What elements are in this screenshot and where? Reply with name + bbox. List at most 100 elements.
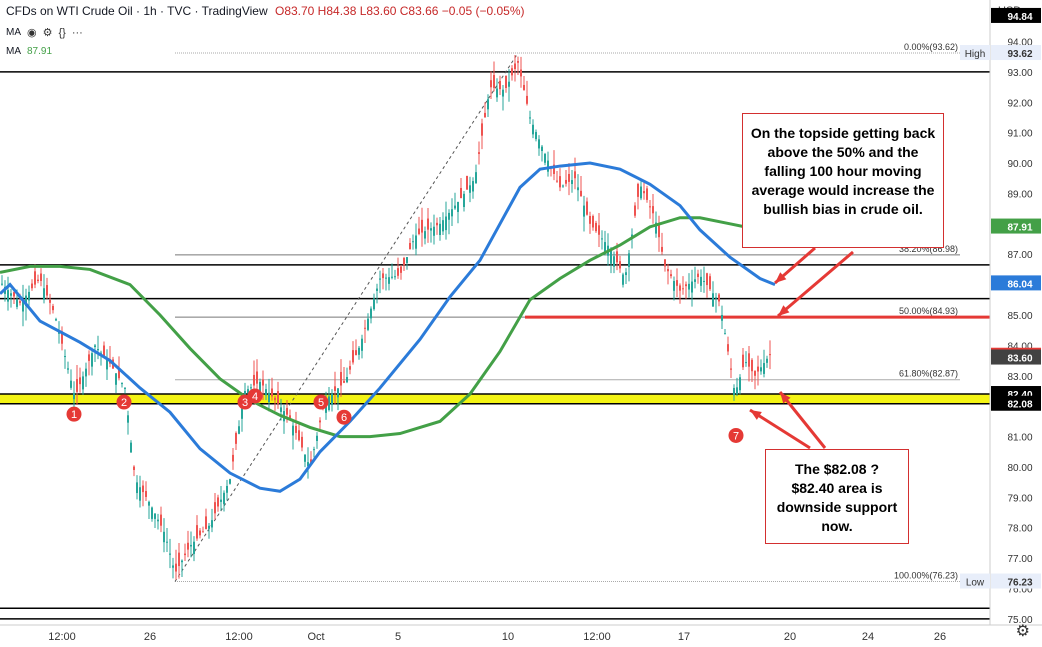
candle-body: [679, 285, 681, 291]
candle-body: [238, 426, 240, 434]
candle-body: [103, 345, 105, 357]
y-tick-label: 78.00: [1007, 524, 1032, 535]
candle-body: [82, 376, 84, 390]
candle-body: [10, 293, 12, 296]
symbol-title[interactable]: CFDs on WTI Crude Oil · 1h · TVC · Tradi…: [6, 4, 268, 18]
ma-indicator-2[interactable]: MA 87.91: [6, 46, 52, 57]
candle-body: [286, 408, 288, 415]
code-icon[interactable]: {}: [58, 26, 66, 39]
y-tick-label: 75.00: [1007, 615, 1032, 626]
candle-body: [193, 541, 195, 554]
candle-body: [376, 288, 378, 291]
candle-body: [523, 84, 525, 91]
candle-body: [673, 280, 675, 291]
ma-green-line: [0, 216, 746, 439]
candle-body: [460, 188, 462, 199]
fib-label: 38.20%(86.98): [899, 244, 958, 254]
price-label: 76.23: [1007, 578, 1032, 589]
price-label-box: [991, 275, 1041, 291]
candle-body: [748, 353, 750, 367]
candle-body: [226, 485, 228, 493]
candle-body: [697, 273, 699, 278]
ma-indicator-1[interactable]: MA ◉ ⚙ {} ···: [6, 26, 83, 40]
price-label-box: [991, 218, 1041, 234]
price-label-box: [991, 7, 1041, 23]
arrow-to-band: [778, 391, 827, 449]
ma-blue-line: [0, 161, 776, 493]
candle-body: [436, 222, 438, 226]
candle-body: [514, 63, 516, 70]
candle-body: [316, 435, 318, 441]
ma2-label: MA: [6, 46, 21, 57]
x-tick-label: 24: [862, 631, 874, 643]
more-icon[interactable]: ···: [71, 26, 83, 39]
low-marker-6: [336, 409, 352, 425]
candle-body: [25, 295, 27, 306]
candle-body: [388, 277, 390, 284]
candle-body: [625, 272, 627, 276]
candle-body: [754, 371, 756, 376]
candle-body: [220, 499, 222, 502]
candle-body: [187, 542, 189, 550]
candle-body: [577, 187, 579, 191]
candle-body: [610, 250, 612, 264]
candle-body: [757, 366, 759, 372]
candle-body: [211, 520, 213, 528]
arrow-to-50pct: [777, 250, 854, 318]
candle-body: [355, 350, 357, 356]
candle-body: [469, 185, 471, 193]
candle-body: [535, 132, 537, 140]
candle-body: [184, 553, 186, 556]
candle-body: [733, 387, 735, 396]
low-marker-label: 5: [318, 397, 324, 409]
candle-body: [178, 552, 180, 567]
candle-body: [250, 387, 252, 389]
candle-body: [331, 393, 333, 405]
gear-icon[interactable]: ⚙: [1015, 623, 1030, 640]
low-marker-label: 2: [121, 397, 127, 409]
candle-body: [367, 318, 369, 330]
x-tick-label: 26: [144, 631, 156, 643]
price-label: 83.60: [1007, 354, 1032, 365]
candle-body: [745, 362, 747, 364]
candle-body: [430, 228, 432, 231]
x-tick-label: 5: [395, 631, 401, 643]
candle-body: [583, 205, 585, 217]
candle-body: [175, 563, 177, 572]
candle-body: [118, 369, 120, 379]
eye-icon[interactable]: ◉: [27, 27, 37, 39]
candle-body: [223, 492, 225, 505]
candle-body: [73, 392, 75, 400]
ma1-label: MA: [6, 27, 21, 38]
candle-body: [724, 333, 726, 335]
candle-body: [229, 479, 231, 484]
candle-body: [289, 415, 291, 419]
y-tick-label: 94.00: [1007, 37, 1032, 48]
low-marker-2: [116, 394, 132, 410]
candle-body: [667, 269, 669, 272]
candle-body: [214, 502, 216, 514]
y-tick-label: 87.00: [1007, 250, 1032, 261]
candle-body: [166, 541, 168, 543]
candle-body: [553, 164, 555, 174]
y-tick-label: 77.00: [1007, 554, 1032, 565]
low-marker-label: 7: [733, 430, 739, 442]
candle-body: [409, 242, 411, 250]
candle-body: [190, 544, 192, 547]
candle-body: [385, 277, 387, 279]
candle-body: [181, 560, 183, 563]
annotation-topside: On the topside getting back above the 50…: [742, 113, 944, 248]
gear-icon[interactable]: ⚙: [42, 27, 53, 39]
candle-body: [139, 487, 141, 501]
candle-body: [694, 279, 696, 282]
candle-body: [649, 206, 651, 208]
candle-body: [49, 300, 51, 303]
price-tag: Low: [966, 578, 985, 589]
y-tick-label: 81.00: [1007, 433, 1032, 444]
candle-body: [538, 139, 540, 149]
y-tick-label: 91.00: [1007, 129, 1032, 140]
candle-body: [544, 153, 546, 163]
candle-body: [256, 371, 258, 384]
low-marker-label: 1: [71, 409, 77, 421]
